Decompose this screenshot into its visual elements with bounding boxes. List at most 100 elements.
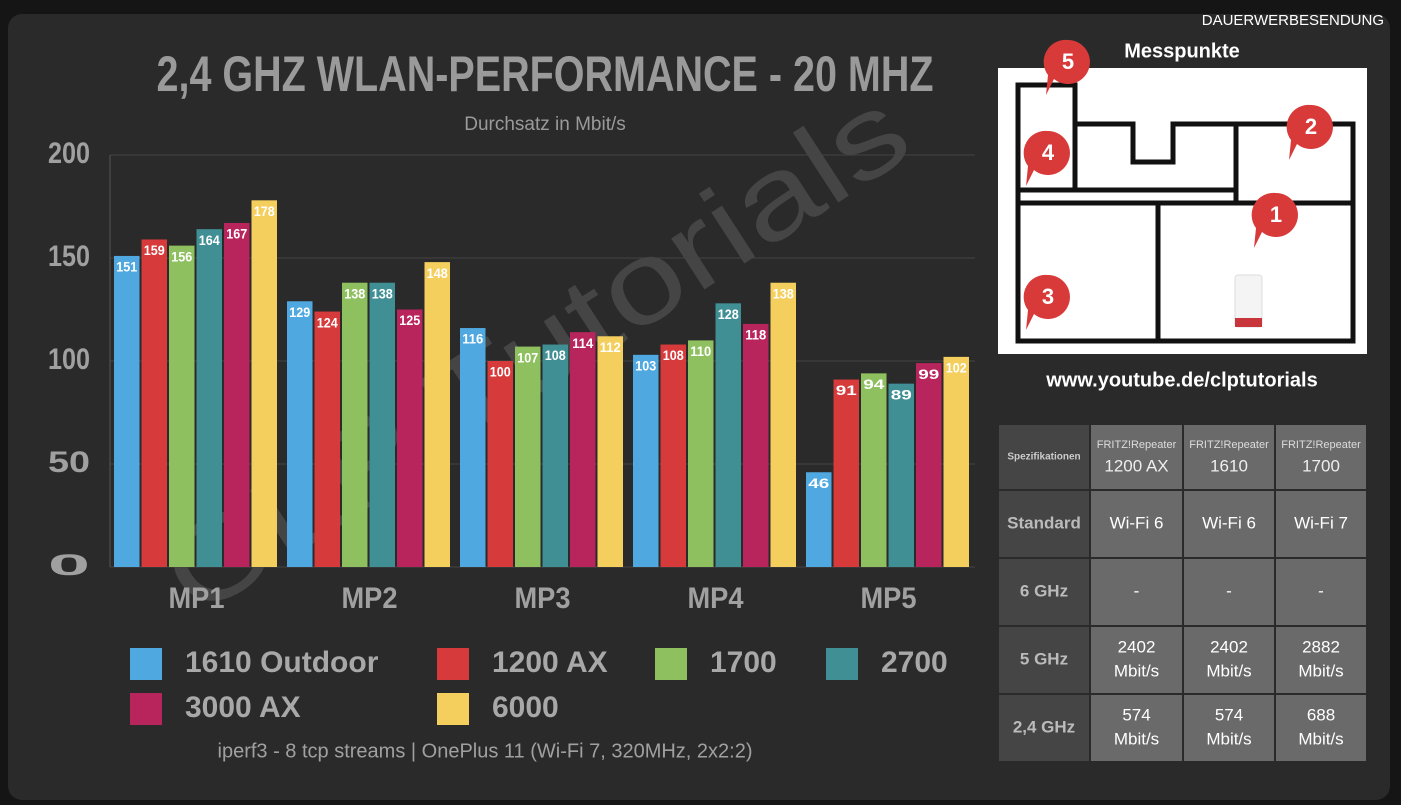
- banner: DAUERWERBESENDUNG: [1202, 12, 1384, 29]
- table-cell: [999, 425, 1089, 489]
- value-label: 128: [718, 306, 739, 322]
- marker: 1: [1251, 192, 1298, 248]
- bar: [597, 336, 623, 567]
- table-cell: [999, 695, 1089, 761]
- table-cell-text: 2402: [1118, 637, 1156, 656]
- bar: [141, 239, 167, 567]
- bar: [943, 356, 969, 567]
- marker: 2: [1286, 104, 1333, 160]
- table-cell: [1091, 559, 1182, 625]
- value-label: 46: [808, 475, 829, 491]
- table-cell: [1184, 425, 1274, 489]
- value-label: 94: [863, 376, 884, 392]
- legend-label: 1200 AX: [492, 646, 608, 679]
- value-label: 148: [427, 265, 448, 281]
- table-header-brand: FRITZ!Repeater: [1281, 439, 1361, 451]
- value-label: 118: [745, 327, 766, 343]
- legend-label: 1610 Outdoor: [185, 646, 379, 679]
- table-header: Spezifikationen: [1007, 452, 1080, 463]
- bar: [287, 301, 313, 567]
- table-cell-text: 2882: [1302, 637, 1340, 656]
- table-cell: [1091, 627, 1182, 693]
- value-label: 108: [663, 347, 684, 363]
- table-cell: [1184, 559, 1274, 625]
- table-cell-text: Mbit/s: [1206, 661, 1251, 680]
- value-label: 138: [372, 285, 393, 301]
- table-cell-text: 5 GHz: [1020, 649, 1068, 668]
- y-tick-label: 0: [48, 549, 90, 582]
- marker: 5: [1043, 39, 1090, 95]
- value-label: 116: [462, 331, 483, 347]
- legend-swatch: [437, 693, 469, 725]
- value-label: 103: [635, 358, 656, 374]
- value-label: 102: [946, 360, 967, 376]
- table-cell: [1276, 695, 1366, 761]
- bar: [397, 309, 423, 567]
- table-cell: [1184, 491, 1274, 557]
- bar: [833, 379, 859, 567]
- legend-swatch: [130, 693, 162, 725]
- legend-swatch: [655, 648, 687, 680]
- spec-table: Spezifikationen FRITZ!Repeater 1200 AX FRIT…: [999, 425, 1366, 761]
- marker: 3: [1023, 274, 1070, 330]
- table-cell-text: 574: [1122, 705, 1150, 724]
- x-tick-label: MP2: [342, 582, 398, 615]
- legend-swatch: [437, 648, 469, 680]
- marker-label: 4: [1042, 140, 1055, 165]
- marker-label: 3: [1042, 284, 1054, 309]
- table-cell-text: Standard: [1007, 513, 1081, 532]
- value-label: 110: [690, 343, 711, 359]
- table-header-model: 1610: [1210, 456, 1248, 475]
- bar: [888, 383, 914, 567]
- table-cell: [1091, 695, 1182, 761]
- table-header-model: 1200 AX: [1104, 456, 1168, 475]
- x-tick-label: MP3: [515, 582, 571, 615]
- value-label: 124: [317, 314, 338, 330]
- value-label: 156: [171, 248, 192, 264]
- table-cell-text: -: [1226, 581, 1232, 600]
- table-cell-text: Wi-Fi 7: [1294, 513, 1348, 532]
- table-header-brand: FRITZ!Repeater: [1189, 439, 1269, 451]
- legend-label: 2700: [881, 646, 948, 679]
- table-cell: [1091, 491, 1182, 557]
- bar: [251, 200, 277, 567]
- bar: [342, 282, 368, 567]
- value-label: 89: [891, 386, 912, 402]
- y-tick-label: 100: [48, 343, 90, 376]
- walls: [1015, 82, 1356, 344]
- y-tick-label: 50: [48, 446, 90, 479]
- bar: [169, 245, 195, 567]
- value-label: 151: [116, 259, 137, 275]
- table-cell-text: Mbit/s: [1206, 729, 1251, 748]
- table-cell-text: 688: [1307, 705, 1335, 724]
- table-cell: [999, 627, 1089, 693]
- table-cell-text: Wi-Fi 6: [1202, 513, 1256, 532]
- bar: [688, 340, 714, 567]
- value-label: 167: [226, 226, 247, 242]
- bar: [743, 323, 769, 567]
- bar: [460, 328, 486, 567]
- table-header-model: 1700: [1302, 456, 1340, 475]
- floorplan-title: Messpunkte: [1124, 40, 1240, 62]
- legend-swatch: [826, 648, 858, 680]
- bar: [314, 311, 340, 567]
- value-label: 107: [517, 349, 538, 365]
- value-label: 164: [199, 232, 220, 248]
- bar: [633, 354, 659, 567]
- value-label: 138: [773, 285, 794, 301]
- bar: [542, 344, 568, 567]
- bar: [916, 363, 942, 567]
- table-cell-text: Wi-Fi 6: [1110, 513, 1164, 532]
- table-cell-text: 2402: [1210, 637, 1248, 656]
- value-label: 108: [545, 347, 566, 363]
- bar: [806, 472, 832, 567]
- table-cell: [1184, 627, 1274, 693]
- bar: [487, 361, 513, 567]
- table-cell-text: -: [1134, 581, 1140, 600]
- bar: [114, 255, 140, 567]
- x-tick-label: MP5: [861, 582, 917, 615]
- table-cell: [999, 491, 1089, 557]
- marker-label: 1: [1270, 202, 1282, 227]
- table-cell-text: Mbit/s: [1298, 729, 1343, 748]
